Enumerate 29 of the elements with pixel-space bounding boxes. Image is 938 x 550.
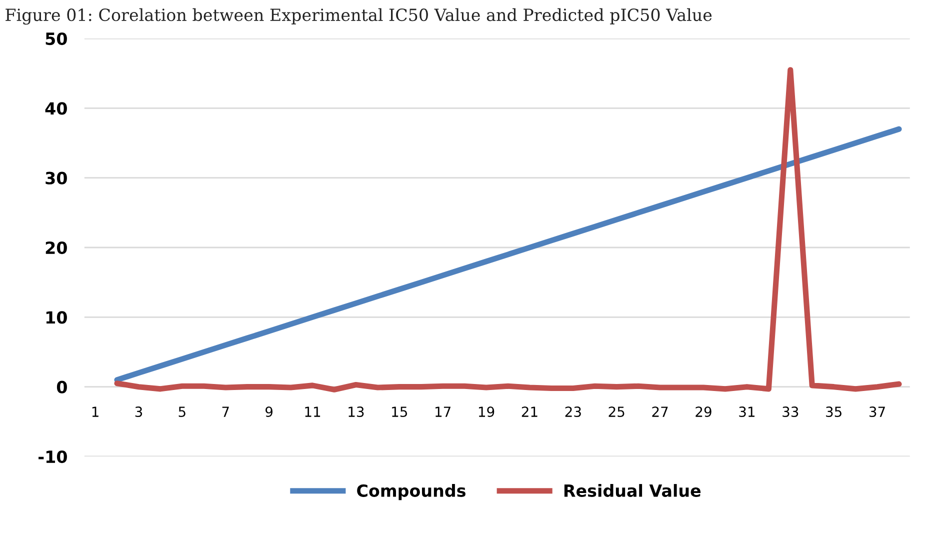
x-tick-label: 1: [92, 406, 98, 417]
x-tick-label: 37: [870, 406, 885, 418]
x-tick-label: 17: [436, 406, 450, 417]
y-tick-label: 30: [46, 172, 67, 184]
chart-title: Figure 01: Corelation between Experimental IC50 Value and Predicted pIC50 Value: [6, 8, 712, 25]
x-tick-label: 3: [135, 406, 142, 418]
x-tick-label: 29: [696, 406, 712, 418]
x-tick-label: 33: [782, 406, 798, 418]
x-tick-label: 31: [739, 406, 754, 418]
legend-label: Compounds: [357, 484, 466, 500]
x-tick-label: 21: [522, 406, 538, 417]
x-tick-label: 15: [392, 406, 408, 418]
x-tick-label: 13: [348, 406, 364, 418]
x-tick-label: 25: [608, 406, 624, 418]
x-tick-label: 9: [266, 406, 272, 418]
y-tick-label: -10: [38, 450, 67, 464]
x-tick-label: 35: [826, 406, 842, 418]
y-tick-label: 40: [45, 102, 67, 115]
y-tick-label: 0: [56, 380, 67, 394]
x-tick-label: 19: [478, 406, 494, 418]
x-tick-label: 5: [178, 406, 186, 418]
x-tick-label: 23: [565, 406, 581, 418]
x-tick-label: 11: [305, 406, 320, 417]
x-tick-label: 7: [222, 406, 229, 417]
y-tick-label: 20: [46, 241, 67, 254]
legend-label: Residual Value: [564, 484, 701, 497]
y-tick-label: 10: [46, 311, 67, 324]
x-tick-label: 27: [652, 406, 668, 417]
y-tick-label: 50: [46, 32, 67, 46]
